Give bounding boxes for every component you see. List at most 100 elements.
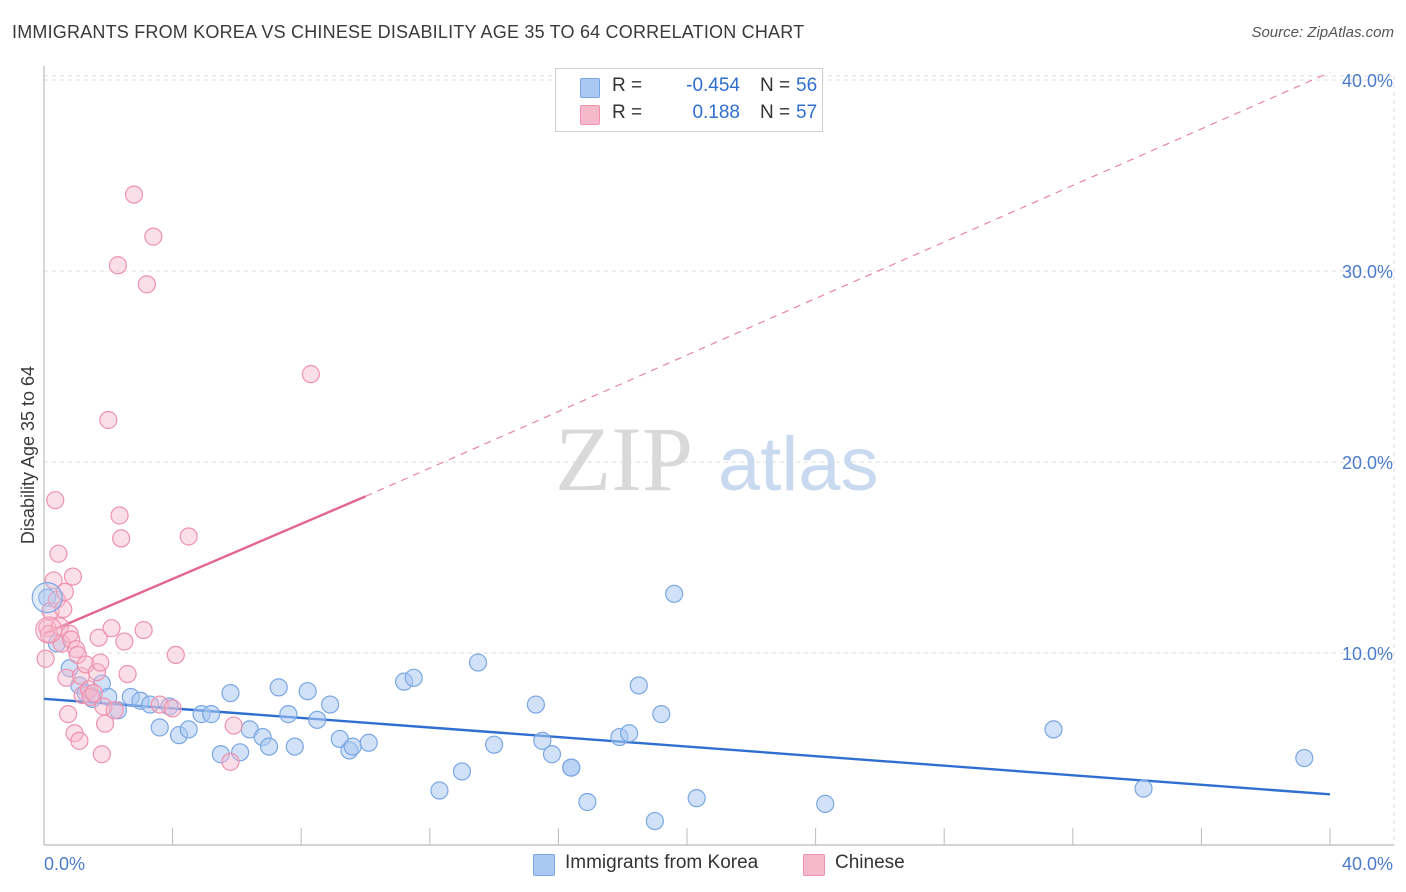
- legend-r-label: R =: [612, 102, 643, 123]
- korea-point: [620, 724, 639, 743]
- chinese-point: [102, 619, 121, 638]
- chinese-point: [95, 714, 115, 733]
- korea-point: [279, 705, 298, 724]
- korea-point: [452, 762, 472, 781]
- y-tick-label: 40.0%: [1342, 71, 1393, 91]
- chinese-point: [44, 571, 63, 590]
- chinese-point: [91, 653, 110, 672]
- chinese-point: [63, 567, 83, 586]
- chinese-point: [144, 227, 163, 246]
- chinese-point: [301, 365, 320, 384]
- chinese-point: [35, 616, 63, 644]
- korea-point: [578, 792, 597, 812]
- korea-point: [231, 743, 250, 762]
- korea-point: [1295, 748, 1314, 768]
- chinese-point: [92, 745, 111, 764]
- chart-title: IMMIGRANTS FROM KOREA VS CHINESE DISABIL…: [12, 22, 805, 42]
- chinese-point: [87, 662, 107, 682]
- chinese-swatch: [580, 105, 600, 125]
- korea-point: [343, 737, 362, 756]
- korea-point: [359, 733, 378, 752]
- stats-legend: R = -0.454 N = 56 R = 0.188 N = 57: [555, 68, 823, 132]
- chinese-point: [224, 716, 243, 735]
- legend-r-value: -0.454: [686, 75, 740, 96]
- korea-point: [31, 582, 63, 614]
- chinese-point: [108, 256, 128, 275]
- data-points: [31, 185, 1314, 831]
- korea-point: [298, 682, 317, 701]
- korea-point: [816, 794, 835, 813]
- korea-point: [652, 705, 671, 724]
- chinese-point: [221, 752, 240, 771]
- korea-trend-line: [43, 697, 1331, 796]
- watermark-zip: ZIP: [555, 408, 693, 510]
- x-tick-label: 0.0%: [44, 854, 85, 874]
- chinese-point: [49, 544, 68, 563]
- chinese-point: [99, 410, 118, 430]
- korea-point: [562, 758, 581, 777]
- korea-point: [202, 705, 221, 724]
- legend-label-chinese: Chinese: [835, 852, 905, 873]
- trend-lines: [43, 71, 1331, 796]
- korea-point: [308, 710, 327, 729]
- axes: [43, 66, 1394, 846]
- x-tick-label: 40.0%: [1342, 854, 1393, 874]
- chinese-swatch: [803, 854, 825, 876]
- chinese-point: [118, 664, 137, 684]
- chinese-point: [57, 668, 76, 687]
- legend-r-label: R =: [612, 75, 643, 96]
- korea-point: [321, 695, 340, 714]
- chinese-point: [70, 731, 89, 750]
- korea-point: [645, 811, 664, 831]
- korea-point: [150, 718, 169, 737]
- korea-point: [1134, 779, 1153, 798]
- chinese-point: [55, 582, 74, 601]
- legend-label-korea: Immigrants from Korea: [565, 852, 759, 873]
- korea-point: [533, 731, 552, 750]
- korea-swatch: [580, 78, 600, 98]
- korea-point: [269, 678, 288, 697]
- tick-labels: 10.0% 20.0% 30.0% 40.0% 0.0% 40.0%: [44, 71, 1393, 874]
- source-label: Source: ZipAtlas.com: [1251, 24, 1394, 41]
- chinese-point: [46, 491, 65, 510]
- chinese-point: [163, 699, 182, 718]
- chinese-point: [89, 628, 108, 647]
- legend-n-label: N =: [760, 102, 791, 123]
- chinese-point: [62, 630, 81, 649]
- y-tick-label: 30.0%: [1342, 262, 1393, 282]
- chinese-point: [134, 620, 153, 640]
- watermark-atlas: atlas: [718, 422, 879, 507]
- korea-point: [179, 720, 198, 739]
- chinese-point: [105, 701, 124, 720]
- y-tick-label: 20.0%: [1342, 453, 1393, 473]
- legend-n-value: 57: [796, 102, 818, 123]
- korea-point: [526, 695, 545, 714]
- legend-r-value: 0.188: [692, 102, 740, 123]
- korea-point: [259, 737, 279, 756]
- legend-n-value: 56: [796, 75, 818, 96]
- korea-point: [629, 676, 648, 695]
- chinese-point: [59, 705, 78, 724]
- korea-point: [404, 668, 423, 687]
- korea-point: [468, 653, 488, 672]
- y-axis-label: Disability Age 35 to 64: [18, 366, 38, 544]
- chinese-point: [36, 649, 55, 668]
- korea-point: [430, 781, 449, 800]
- korea-point: [211, 745, 230, 764]
- korea-point: [140, 695, 160, 714]
- chinese-point: [110, 506, 129, 525]
- chinese-point: [137, 275, 156, 294]
- chinese-point: [84, 684, 103, 703]
- chinese-point: [112, 529, 131, 548]
- chinese-point: [179, 527, 198, 546]
- korea-point: [285, 737, 304, 756]
- korea-point: [1044, 720, 1063, 739]
- korea-point: [687, 789, 706, 808]
- chinese-trend-line: [43, 495, 366, 636]
- chinese-point: [124, 185, 144, 204]
- chinese-point: [166, 645, 185, 665]
- chinese-point: [115, 632, 134, 651]
- korea-point: [485, 735, 504, 754]
- y-tick-label: 10.0%: [1342, 644, 1393, 664]
